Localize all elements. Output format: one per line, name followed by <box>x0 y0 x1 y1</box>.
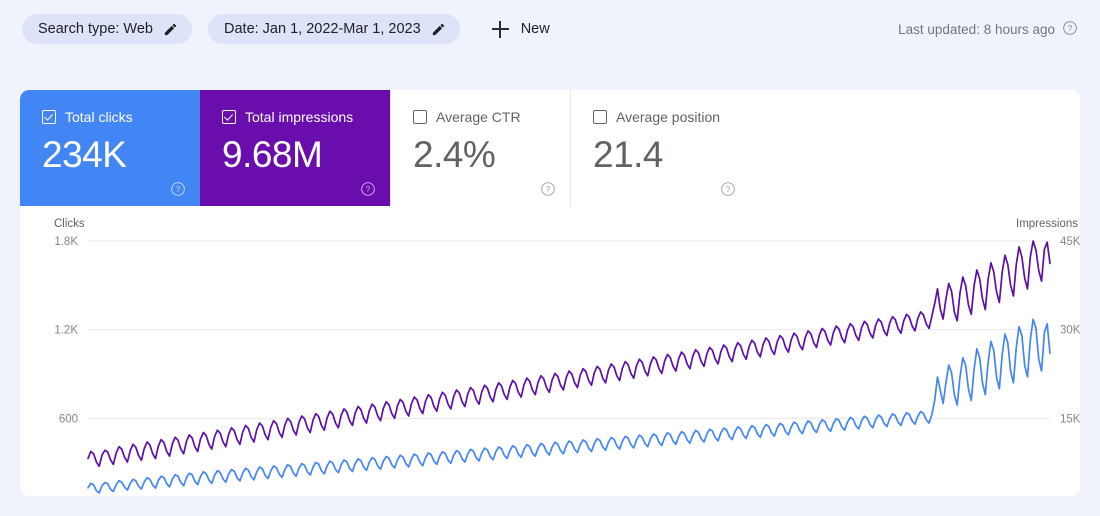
performance-chart-svg[interactable]: ClicksImpressions06001.2K1.8K015K30K45K1… <box>20 206 1080 496</box>
svg-text:?: ? <box>176 185 181 194</box>
checkbox-icon[interactable] <box>413 110 427 124</box>
pencil-icon[interactable] <box>163 22 178 37</box>
filter-toolbar: Search type: Web Date: Jan 1, 2022-Mar 1… <box>0 0 1100 58</box>
metric-card-average-ctr-value: 2.4% <box>413 134 496 175</box>
checkbox-icon[interactable] <box>593 110 607 124</box>
date-range-chip-label: Date: Jan 1, 2022-Mar 1, 2023 <box>224 21 421 37</box>
last-updated-label: Last updated: 8 hours ago <box>898 21 1055 37</box>
svg-text:45K: 45K <box>1060 236 1080 248</box>
plus-icon <box>491 20 509 38</box>
svg-text:600: 600 <box>59 413 78 425</box>
help-circle-icon[interactable]: ? <box>720 181 736 197</box>
pencil-icon[interactable] <box>431 22 446 37</box>
checkbox-icon[interactable] <box>42 110 56 124</box>
metric-card-total-impressions-label: Total impressions <box>245 109 354 125</box>
metric-card-average-position[interactable]: Average position 21.4 ? <box>570 90 750 206</box>
new-filter-label: New <box>520 21 550 37</box>
performance-chart[interactable]: ClicksImpressions06001.2K1.8K015K30K45K1… <box>20 206 1080 496</box>
search-type-chip[interactable]: Search type: Web <box>22 14 192 44</box>
search-type-chip-label: Search type: Web <box>38 21 153 37</box>
performance-panel: Total clicks 234K ? Total impressions 9.… <box>20 90 1080 496</box>
metric-card-average-ctr-label: Average CTR <box>436 109 521 125</box>
metric-card-average-position-label: Average position <box>616 109 721 125</box>
help-circle-icon[interactable]: ? <box>540 181 556 197</box>
svg-text:?: ? <box>1068 23 1073 32</box>
metric-card-total-clicks-value: 234K <box>42 134 127 175</box>
metric-card-average-ctr-header: Average CTR <box>413 110 570 124</box>
svg-text:1.2K: 1.2K <box>54 325 78 337</box>
svg-text:Impressions: Impressions <box>1016 218 1078 230</box>
last-updated: Last updated: 8 hours ago ? <box>898 20 1078 39</box>
metric-card-average-ctr[interactable]: Average CTR 2.4% ? <box>390 90 570 206</box>
svg-text:Clicks: Clicks <box>54 218 85 230</box>
svg-text:1.8K: 1.8K <box>54 236 78 248</box>
svg-text:15K: 15K <box>1060 413 1080 425</box>
svg-text:?: ? <box>366 185 371 194</box>
svg-text:?: ? <box>546 185 551 194</box>
svg-text:?: ? <box>726 185 731 194</box>
help-circle-icon[interactable]: ? <box>170 181 186 197</box>
metric-card-average-position-value: 21.4 <box>593 134 664 175</box>
help-circle-icon[interactable]: ? <box>1062 20 1078 39</box>
metric-card-total-clicks-label: Total clicks <box>65 109 133 125</box>
metric-card-total-impressions-value: 9.68M <box>222 134 323 175</box>
help-circle-icon[interactable]: ? <box>360 181 376 197</box>
svg-text:30K: 30K <box>1060 325 1080 337</box>
metric-card-total-impressions[interactable]: Total impressions 9.68M ? <box>200 90 390 206</box>
metric-card-total-clicks[interactable]: Total clicks 234K ? <box>20 90 200 206</box>
date-range-chip[interactable]: Date: Jan 1, 2022-Mar 1, 2023 <box>208 14 460 44</box>
new-filter-button[interactable]: New <box>486 14 556 44</box>
metric-card-total-clicks-header: Total clicks <box>42 110 200 124</box>
metric-card-average-position-header: Average position <box>593 110 750 124</box>
metric-cards-row: Total clicks 234K ? Total impressions 9.… <box>20 90 750 206</box>
metric-card-total-impressions-header: Total impressions <box>222 110 390 124</box>
checkbox-icon[interactable] <box>222 110 236 124</box>
